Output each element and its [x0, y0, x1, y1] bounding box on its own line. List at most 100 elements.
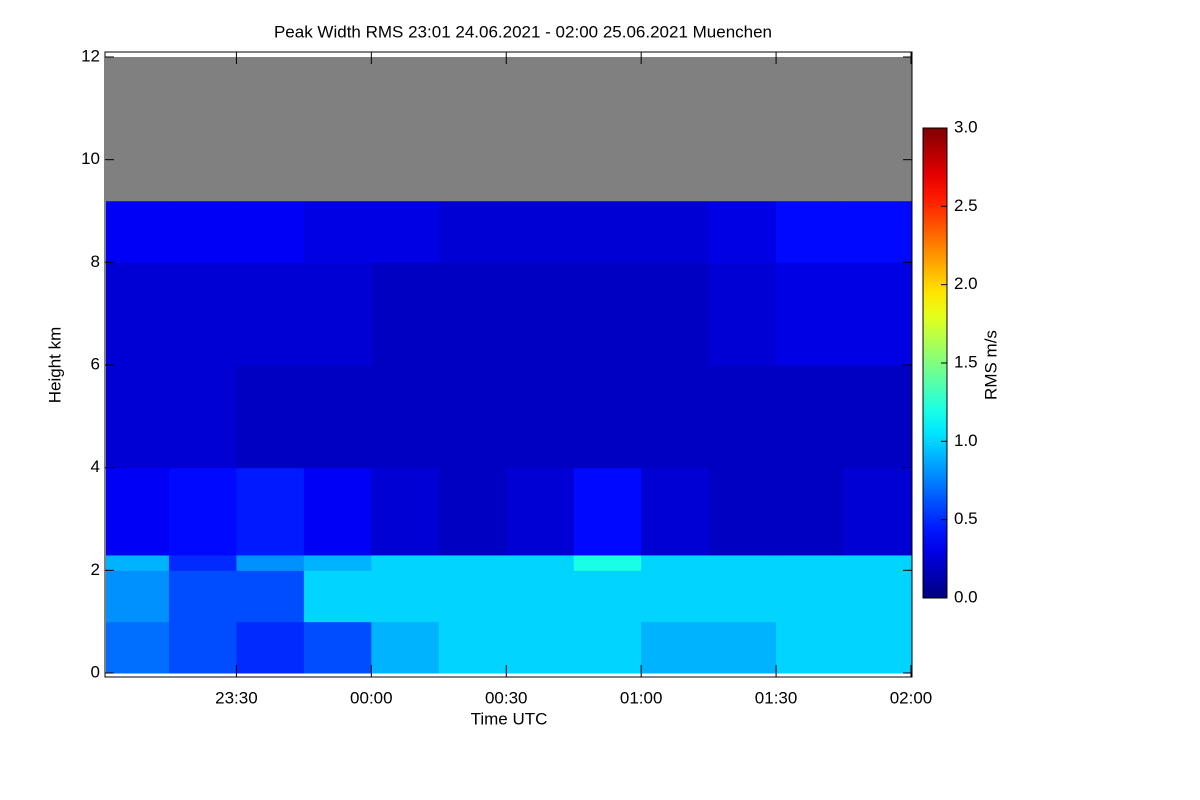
- heatmap-cell: [236, 467, 305, 556]
- heatmap-cell: [106, 200, 170, 263]
- heatmap-cell: [573, 467, 642, 556]
- heatmap-cell: [303, 262, 372, 366]
- colorbar-tick-label: 1.0: [954, 431, 978, 450]
- heatmap-cell: [573, 570, 642, 623]
- heatmap-cell: [438, 200, 507, 263]
- heatmap-cell: [438, 554, 507, 571]
- heatmap-cell: [438, 365, 507, 469]
- y-tick-label: 12: [81, 46, 100, 65]
- heatmap-cell: [506, 365, 575, 469]
- heatmap-cell: [573, 554, 642, 571]
- y-axis-label: Height km: [45, 327, 64, 404]
- heatmap-cell: [641, 57, 710, 202]
- heatmap-cell: [506, 467, 575, 556]
- x-tick-label: 00:00: [350, 688, 393, 707]
- heatmap-cell: [843, 57, 912, 202]
- heatmap-cell: [106, 57, 170, 202]
- heatmap-cell: [106, 262, 170, 366]
- chart-title: Peak Width RMS 23:01 24.06.2021 - 02:00 …: [274, 22, 772, 41]
- heatmap-cell: [168, 262, 237, 366]
- heatmap-cell: [641, 554, 710, 571]
- heatmap-cell: [236, 57, 305, 202]
- heatmap-cell: [776, 200, 845, 263]
- heatmap-cell: [573, 262, 642, 366]
- heatmap-cell: [106, 621, 170, 674]
- heatmap-cell: [236, 554, 305, 571]
- heatmap-cell: [371, 570, 440, 623]
- heatmap-cell: [371, 262, 440, 366]
- heatmap-cell: [843, 200, 912, 263]
- x-tick-label: 01:00: [620, 688, 663, 707]
- y-tick-label: 6: [91, 354, 100, 373]
- heatmap-cell: [708, 200, 777, 263]
- heatmap: [106, 57, 912, 674]
- heatmap-cell: [438, 467, 507, 556]
- heatmap-cell: [641, 365, 710, 469]
- heatmap-cell: [708, 621, 777, 674]
- heatmap-cell: [708, 554, 777, 571]
- heatmap-cell: [843, 621, 912, 674]
- heatmap-cell: [506, 57, 575, 202]
- heatmap-cell: [438, 621, 507, 674]
- heatmap-cell: [106, 365, 170, 469]
- heatmap-cell: [438, 57, 507, 202]
- heatmap-cell: [506, 570, 575, 623]
- colorbar-tick-label: 3.0: [954, 117, 978, 136]
- colorbar-tick-label: 2.5: [954, 196, 978, 215]
- heatmap-cell: [573, 621, 642, 674]
- heatmap-cell: [236, 621, 305, 674]
- heatmap-cell: [371, 57, 440, 202]
- heatmap-cell: [168, 554, 237, 571]
- heatmap-cell: [843, 365, 912, 469]
- heatmap-cell: [303, 554, 372, 571]
- heatmap-cell: [506, 200, 575, 263]
- heatmap-cell: [843, 262, 912, 366]
- heatmap-cell: [708, 57, 777, 202]
- colorbar-label: RMS m/s: [981, 330, 1000, 400]
- colorbar-tick-label: 1.5: [954, 352, 978, 371]
- heatmap-cell: [573, 365, 642, 469]
- heatmap-cell: [303, 467, 372, 556]
- heatmap-cell: [168, 621, 237, 674]
- heatmap-cell: [776, 365, 845, 469]
- x-axis-label: Time UTC: [471, 709, 548, 728]
- heatmap-cell: [776, 621, 845, 674]
- heatmap-cell: [236, 570, 305, 623]
- heatmap-cell: [506, 262, 575, 366]
- heatmap-cell: [438, 570, 507, 623]
- heatmap-cell: [843, 554, 912, 571]
- x-tick-label: 23:30: [215, 688, 258, 707]
- x-tick-label: 02:00: [890, 688, 933, 707]
- heatmap-cell: [506, 554, 575, 571]
- heatmap-cell: [371, 200, 440, 263]
- colorbar-tick-label: 0.0: [954, 587, 978, 606]
- y-tick-label: 10: [81, 149, 100, 168]
- heatmap-cell: [843, 467, 912, 556]
- colorbar-tick-label: 0.5: [954, 509, 978, 528]
- heatmap-cell: [641, 200, 710, 263]
- heatmap-cell: [371, 554, 440, 571]
- x-tick-label: 00:30: [485, 688, 528, 707]
- heatmap-cell: [303, 365, 372, 469]
- heatmap-cell: [708, 262, 777, 366]
- heatmap-cell: [573, 57, 642, 202]
- heatmap-cell: [776, 570, 845, 623]
- heatmap-cell: [236, 262, 305, 366]
- heatmap-cell: [641, 570, 710, 623]
- heatmap-cell: [303, 57, 372, 202]
- heatmap-cell: [106, 570, 170, 623]
- heatmap-cell: [303, 621, 372, 674]
- colorbar-tick-label: 2.0: [954, 274, 978, 293]
- heatmap-cell: [168, 365, 237, 469]
- heatmap-cell: [371, 365, 440, 469]
- heatmap-cell: [708, 365, 777, 469]
- heatmap-cell: [106, 467, 170, 556]
- heatmap-cell: [708, 570, 777, 623]
- heatmap-cell: [641, 262, 710, 366]
- y-tick-label: 2: [91, 560, 100, 579]
- heatmap-cell: [641, 621, 710, 674]
- heatmap-cell: [708, 467, 777, 556]
- heatmap-cell: [371, 467, 440, 556]
- x-tick-label: 01:30: [755, 688, 798, 707]
